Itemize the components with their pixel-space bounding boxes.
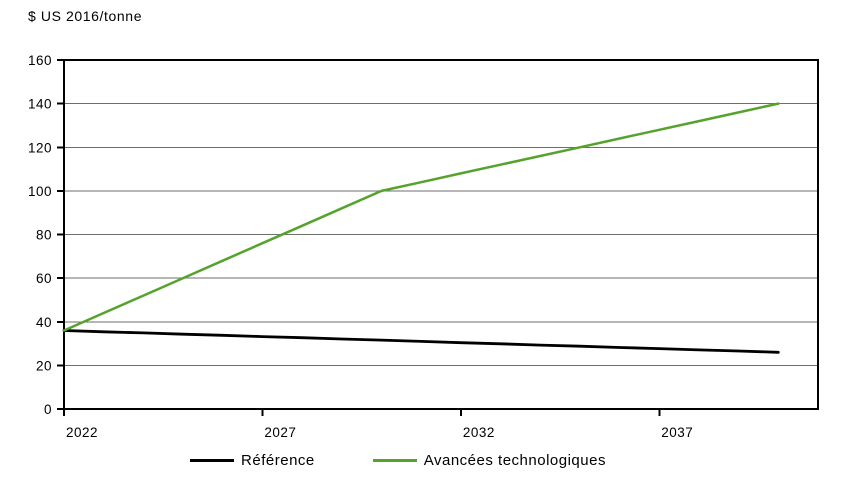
x-axis-label: 2037 <box>661 425 693 440</box>
x-axis-label: 2022 <box>66 425 98 440</box>
y-axis-label: 160 <box>28 53 52 68</box>
legend-label-avancees-technologiques: Avancées technologiques <box>423 452 606 469</box>
reference-line-swatch <box>190 459 235 462</box>
legend-item-reference: Référence <box>190 452 315 469</box>
x-axis-label: 2032 <box>463 425 495 440</box>
legend: Référence Avancées technologiques <box>0 452 821 469</box>
legend-item-avancees-technologiques: Avancées technologiques <box>372 452 606 469</box>
y-axis-label: 120 <box>28 140 52 155</box>
series-line-reference <box>62 329 780 354</box>
series-line-avancees-technologiques <box>62 102 780 332</box>
y-axis-label: 60 <box>36 271 52 286</box>
y-axis-label: 0 <box>44 402 52 417</box>
y-axis-label: 100 <box>28 184 52 199</box>
y-axis-label: 140 <box>28 97 52 112</box>
x-axis-label: 2027 <box>264 425 296 440</box>
legend-label-reference: Référence <box>241 452 315 469</box>
y-axis-label: 20 <box>36 358 52 373</box>
avancees-technologiques-line-swatch <box>372 459 417 462</box>
chart-title: $ US 2016/tonne <box>28 8 143 24</box>
y-axis-label: 80 <box>36 228 52 243</box>
y-axis-label: 40 <box>36 315 52 330</box>
